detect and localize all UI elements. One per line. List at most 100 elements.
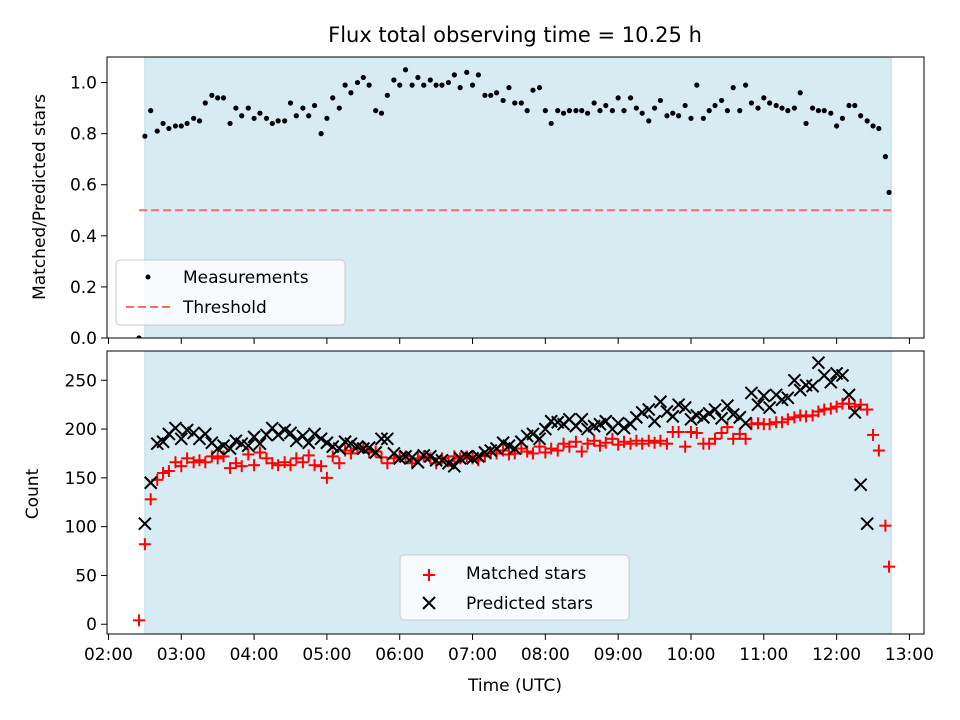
measurement-point [287, 100, 294, 106]
matched-star-point [144, 493, 157, 506]
predicted-star-point [726, 407, 740, 422]
predicted-star-point [198, 427, 213, 441]
ratio-y-axis-label: Matched/Predicted stars [30, 94, 50, 300]
matched-star-point [612, 438, 625, 451]
measurement-point [409, 82, 415, 88]
measurement-point [742, 82, 749, 88]
ratio-y-tick-label: 0.8 [70, 125, 97, 145]
x-tick-label: 04:00 [230, 645, 279, 665]
matched-star-point [648, 436, 661, 449]
x-tick-label: 06:00 [375, 645, 424, 665]
x-axis-label: Time (UTC) [467, 676, 562, 696]
predicted-legend-label: Predicted stars [466, 594, 593, 614]
measurement-point [584, 110, 591, 116]
ratio-y-tick-label: 0.2 [70, 278, 97, 298]
predicted-star-point [835, 368, 850, 383]
matched-star-point [253, 446, 266, 459]
ratio-y-tick-label: 1.0 [70, 74, 97, 94]
x-tick-label: 02:00 [84, 645, 133, 665]
measurement-point [469, 82, 476, 88]
predicted-star-point [320, 436, 334, 450]
predicted-star-point [824, 375, 838, 389]
predicted-star-point [143, 476, 158, 490]
measurement-point [373, 108, 379, 114]
matched-star-point [290, 452, 303, 465]
predicted-star-point [671, 397, 686, 412]
predicted-star-point [156, 435, 170, 449]
matched-star-point [672, 425, 685, 438]
measurement-point [846, 102, 852, 109]
predicted-star-point [423, 449, 438, 464]
matched-star-point [715, 426, 728, 439]
measurement-point [457, 85, 463, 91]
measurement-point [293, 113, 299, 119]
predicted-star-point [301, 436, 316, 450]
predicted-star-point [811, 356, 826, 370]
ratio-legend: Measurements Threshold [115, 259, 346, 326]
predicted-star-point [180, 423, 194, 437]
matched-star-point [217, 450, 230, 463]
matched-star-point [788, 411, 801, 424]
matched-star-point [557, 437, 570, 450]
ratio-panel: 0.0 0.2 0.4 0.6 0.8 1.0 Flux total observing … [30, 23, 925, 349]
measurement-point [227, 120, 233, 127]
matched-legend-marker [423, 569, 435, 581]
predicted-star-point [805, 379, 820, 393]
matched-star-point [242, 448, 255, 461]
x-tick-label: 09:00 [594, 645, 643, 665]
matched-star-point [157, 466, 170, 479]
predicted-star-point [471, 449, 486, 464]
measurement-point [196, 118, 203, 124]
measurement-point [306, 113, 312, 119]
matched-star-point [551, 444, 564, 457]
matched-star-point [654, 434, 667, 447]
predicted-star-point [580, 422, 595, 436]
predicted-star-point [532, 432, 547, 446]
measurement-point [148, 108, 154, 114]
matched-star-point [824, 402, 837, 415]
measurement-point [839, 115, 846, 121]
ratio-plot-frame [106, 56, 925, 339]
measurement-point [730, 85, 736, 91]
matched-star-point [326, 450, 339, 463]
matched-star-point [630, 434, 643, 447]
predicted-star-point [757, 389, 771, 403]
measurement-point [475, 72, 481, 78]
predicted-star-point [702, 406, 716, 421]
measurement-point [500, 97, 506, 104]
measurement-point [852, 102, 858, 109]
measurement-point [882, 154, 889, 160]
measurement-point [870, 123, 876, 129]
measurement-point [536, 85, 543, 91]
predicted-star-point [241, 438, 255, 453]
measurement-point [318, 131, 324, 137]
matched-star-point [679, 440, 692, 453]
measurement-point [615, 95, 621, 101]
matched-star-point [187, 456, 200, 469]
matched-star-point [812, 405, 825, 418]
measurement-point [136, 335, 142, 338]
predicted-star-point [617, 421, 631, 435]
measurement-point [682, 102, 688, 109]
matched-star-point [302, 449, 315, 462]
measurement-point [482, 92, 488, 98]
predicted-star-point [271, 428, 285, 442]
predicted-star-point [853, 477, 868, 492]
count-y-axis-label: Count [23, 468, 43, 519]
predicted-star-point [174, 432, 188, 446]
measurement-point [427, 77, 433, 83]
matched-star-point [569, 435, 582, 448]
matched-star-point [266, 457, 279, 470]
measurement-point [311, 102, 318, 109]
measurement-point [263, 115, 270, 121]
measurement-point [573, 108, 579, 114]
measurement-point [876, 125, 882, 132]
measurement-point [560, 110, 567, 116]
matched-star-point [315, 460, 328, 473]
predicted-star-point [575, 412, 589, 427]
measurement-point [354, 79, 361, 86]
predicted-star-point [678, 400, 692, 415]
measurement-point [706, 108, 712, 114]
measurements-legend-label: Measurements [183, 268, 309, 288]
